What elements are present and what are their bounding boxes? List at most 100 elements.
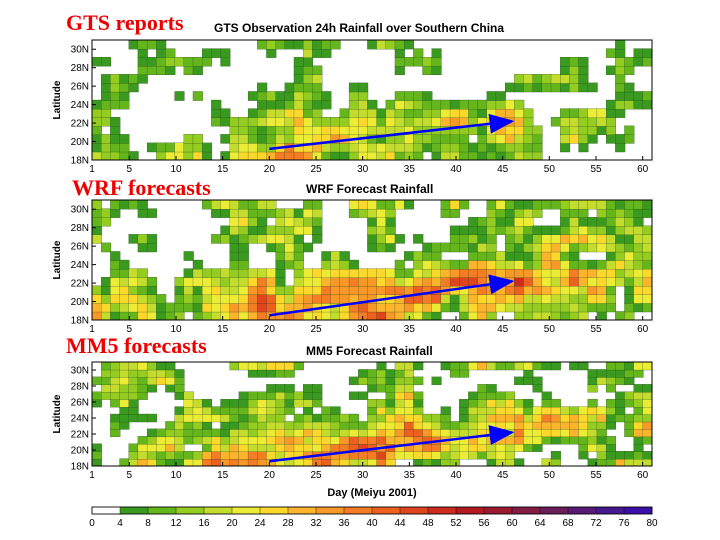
rain-cell — [596, 376, 607, 386]
rain-cell — [523, 376, 534, 386]
rain-cell — [339, 259, 350, 270]
rain-cell — [504, 251, 516, 261]
rain-cell — [266, 134, 277, 144]
rain-cell — [422, 99, 433, 110]
rain-cell — [101, 117, 112, 127]
y-tick-label: 30N — [71, 205, 89, 216]
rain-cell — [275, 268, 286, 278]
rain-cell — [449, 200, 460, 210]
rain-cell — [394, 259, 405, 270]
rain-cell — [257, 302, 268, 313]
rain-cell — [550, 302, 561, 313]
rain-cell — [459, 99, 470, 110]
y-tick-label: 22N — [71, 279, 89, 290]
rain-cell — [339, 125, 350, 136]
rain-cell — [495, 151, 506, 160]
rain-cell — [266, 294, 277, 304]
rain-cell — [312, 208, 323, 218]
rain-cell — [257, 428, 268, 438]
rain-cell — [605, 117, 617, 127]
rain-cell — [394, 369, 405, 378]
rain-cell — [165, 302, 176, 313]
rain-cell — [92, 391, 102, 400]
rain-cell — [486, 225, 497, 236]
rain-cell — [459, 234, 470, 244]
rain-cell — [587, 413, 598, 423]
rain-cell — [514, 134, 525, 144]
rain-cell — [247, 399, 258, 408]
rain-cell — [624, 208, 635, 218]
panel-mm5: MM5 forecasts MM5 Forecast Rainfall 18N2… — [52, 333, 653, 499]
rain-cell — [523, 142, 534, 153]
rain-cell — [229, 311, 240, 320]
rain-cell — [404, 451, 415, 460]
x-tick-label: 10 — [170, 470, 182, 481]
rain-cell — [183, 458, 194, 466]
rain-cell — [587, 376, 598, 386]
rain-cell — [504, 134, 516, 144]
rain-cell — [275, 413, 286, 423]
rain-cell — [119, 82, 130, 93]
rain-cell — [560, 268, 571, 278]
rain-cell — [596, 369, 607, 378]
rain-cell — [495, 91, 506, 101]
rain-cell — [119, 391, 130, 400]
y-tick-label: 26N — [71, 82, 89, 93]
rain-cell — [330, 285, 341, 296]
rain-cell — [183, 277, 194, 287]
rain-cell — [523, 369, 534, 378]
rain-cell — [321, 48, 332, 58]
rain-cell — [385, 268, 396, 278]
rain-cell — [339, 443, 350, 452]
rain-cell — [431, 277, 442, 287]
rain-cell — [211, 277, 222, 287]
rain-cell — [192, 57, 203, 67]
rain-cell — [440, 242, 451, 253]
rain-cell — [303, 458, 314, 466]
rain-cell — [376, 399, 387, 408]
rain-cell — [541, 225, 552, 236]
rain-cell — [146, 242, 157, 253]
rain-cell — [257, 399, 268, 408]
rain-cell — [257, 277, 268, 287]
rain-cell — [587, 242, 598, 253]
x-tick-label: 55 — [590, 470, 602, 481]
rain-cell — [128, 391, 139, 400]
rain-cell — [192, 268, 203, 278]
rain-cell — [348, 421, 359, 430]
rain-cell — [569, 259, 580, 270]
rain-cell — [367, 225, 378, 236]
rain-cell — [633, 234, 644, 244]
rain-cell — [486, 242, 497, 253]
rain-cell — [229, 443, 240, 452]
rain-cell — [266, 91, 277, 101]
rain-cell — [615, 251, 626, 261]
rain-cell — [486, 285, 497, 296]
rain-cell — [560, 277, 571, 287]
rain-cell — [504, 259, 516, 270]
rain-cell — [284, 91, 295, 101]
rain-cell — [569, 74, 580, 84]
rain-cell — [321, 142, 332, 153]
rain-cell — [569, 285, 580, 296]
rain-cell — [146, 302, 157, 313]
rain-cell — [596, 277, 607, 287]
rain-cell — [587, 302, 598, 313]
rain-cell — [211, 458, 222, 466]
rain-cell — [275, 369, 286, 378]
rain-cell — [449, 225, 460, 236]
rain-cell — [569, 421, 580, 430]
rain-cell — [596, 259, 607, 270]
rain-cell — [367, 234, 378, 244]
rain-cell — [348, 99, 359, 110]
rain-cell — [202, 48, 213, 58]
rain-cell — [128, 40, 139, 50]
rain-cell — [110, 251, 121, 261]
rain-cell — [587, 125, 598, 136]
x-tick-label: 25 — [310, 164, 322, 175]
rain-cell — [312, 428, 323, 438]
rain-cell — [413, 399, 424, 408]
rain-cell — [257, 142, 268, 153]
rain-cell — [137, 362, 148, 371]
